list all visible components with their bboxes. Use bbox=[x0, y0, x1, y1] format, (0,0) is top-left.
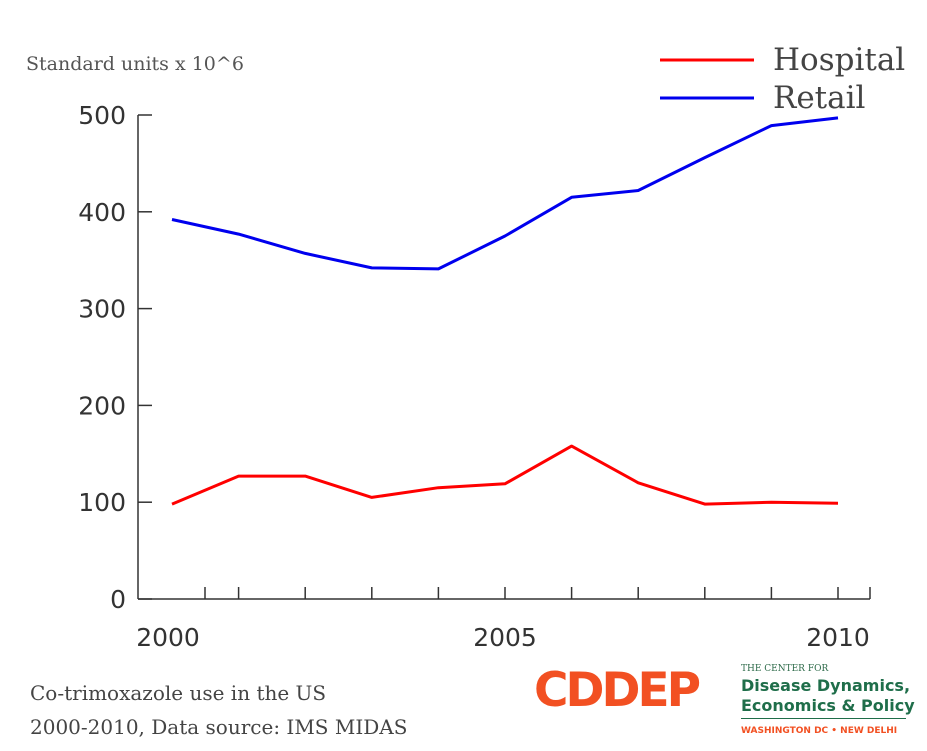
legend-label-hospital: Hospital bbox=[773, 42, 905, 78]
line-chart: Standard units x 10^6 0 100 200 300 400 500 20… bbox=[26, 42, 905, 652]
y-tick-label: 500 bbox=[78, 101, 126, 130]
x-tick-label: 2010 bbox=[806, 623, 870, 652]
logo-divider bbox=[741, 718, 906, 719]
y-tick-label: 300 bbox=[78, 295, 126, 324]
series-line-retail bbox=[171, 116, 839, 271]
y-tick-label: 400 bbox=[78, 198, 126, 227]
y-tick-label: 0 bbox=[110, 585, 126, 614]
logo-small-text: THE CENTER FOR bbox=[741, 664, 829, 674]
x-tick-label: 2005 bbox=[473, 623, 537, 652]
chart-caption: Co-trimoxazole use in the US 2000-2010, … bbox=[30, 676, 407, 744]
legend-label-retail: Retail bbox=[773, 80, 865, 116]
y-tick-label: 200 bbox=[78, 391, 126, 420]
logo-wordmark: CDDEP bbox=[534, 663, 701, 718]
cddep-logo: CDDEP THE CENTER FOR Disease Dynamics, E… bbox=[534, 662, 919, 742]
series-layer bbox=[171, 116, 839, 506]
logo-line-1: Disease Dynamics, bbox=[741, 676, 911, 695]
series-line-hospital bbox=[171, 444, 839, 506]
x-tick-label: 2000 bbox=[136, 623, 200, 652]
caption-line-2: 2000-2010, Data source: IMS MIDAS bbox=[30, 715, 408, 739]
axes: 0 100 200 300 400 500 2000 2005 2010 bbox=[78, 101, 871, 652]
y-axis-title: Standard units x 10^6 bbox=[26, 53, 244, 75]
logo-cities: WASHINGTON DC • NEW DELHI bbox=[741, 726, 898, 736]
y-tick-label: 100 bbox=[78, 488, 126, 517]
caption-line-1: Co-trimoxazole use in the US bbox=[30, 681, 327, 705]
logo-line-2: Economics & Policy bbox=[741, 696, 915, 715]
